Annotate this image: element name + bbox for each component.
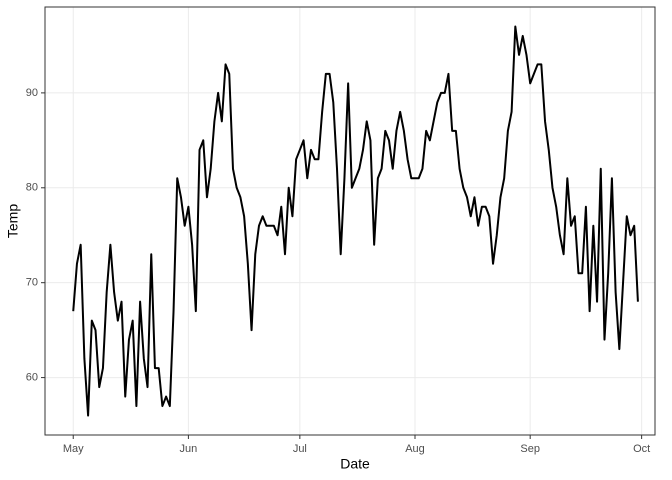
panel-border (44, 6, 656, 436)
x-tick-label: Jun (180, 443, 198, 455)
x-tick-label: Oct (633, 443, 650, 455)
x-tick-label: Jul (293, 443, 307, 455)
x-tick-label: Aug (405, 443, 425, 455)
y-tick-label: 60 (26, 371, 38, 383)
data-line (72, 25, 639, 417)
y-tick-label: 80 (26, 182, 38, 194)
x-tick-label: Sep (520, 443, 540, 455)
y-tick-label: 90 (26, 87, 38, 99)
x-axis-title: Date (340, 456, 370, 472)
y-tick-label: 70 (26, 277, 38, 289)
x-tick-label: May (63, 443, 84, 455)
y-axis-title: Temp (5, 204, 21, 238)
